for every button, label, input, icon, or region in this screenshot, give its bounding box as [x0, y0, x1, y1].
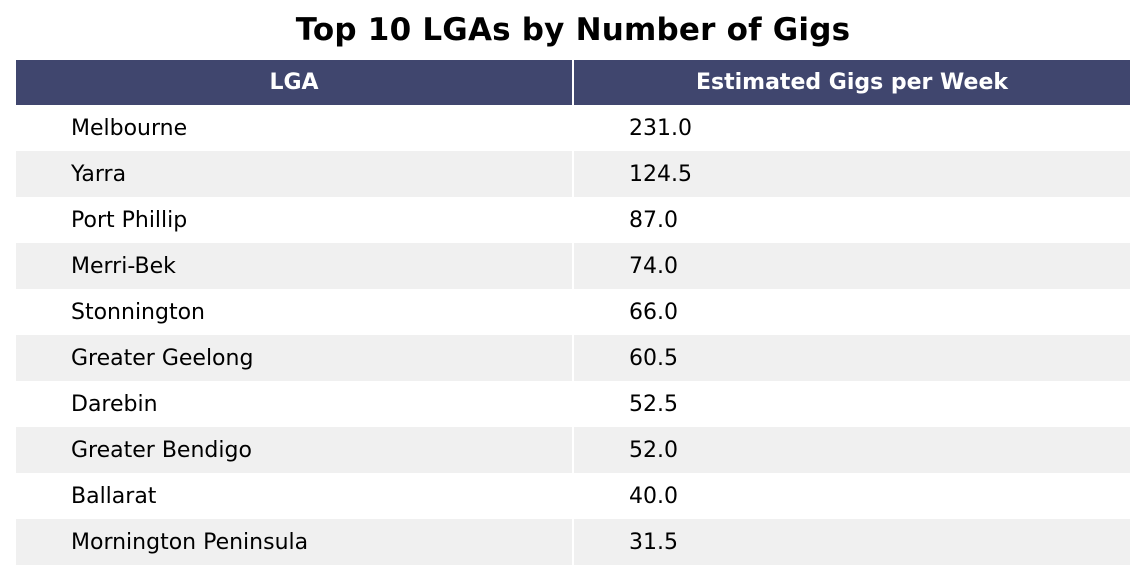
table-row: Greater Bendigo 52.0: [16, 427, 1130, 473]
gigs-cell: 74.0: [574, 243, 1130, 289]
lga-cell: Merri-Bek: [16, 243, 574, 289]
lga-cell: Greater Bendigo: [16, 427, 574, 473]
column-header-gigs: Estimated Gigs per Week: [574, 60, 1130, 105]
gigs-cell: 52.0: [574, 427, 1130, 473]
lga-cell: Melbourne: [16, 105, 574, 151]
gigs-cell: 40.0: [574, 473, 1130, 519]
lga-cell: Mornington Peninsula: [16, 519, 574, 565]
lga-cell: Greater Geelong: [16, 335, 574, 381]
lga-cell: Ballarat: [16, 473, 574, 519]
lga-cell: Stonnington: [16, 289, 574, 335]
table-row: Merri-Bek 74.0: [16, 243, 1130, 289]
lga-cell: Yarra: [16, 151, 574, 197]
gigs-cell: 231.0: [574, 105, 1130, 151]
table-row: Yarra 124.5: [16, 151, 1130, 197]
gigs-cell: 60.5: [574, 335, 1130, 381]
gigs-cell: 66.0: [574, 289, 1130, 335]
column-header-lga: LGA: [16, 60, 574, 105]
table-header-row: LGA Estimated Gigs per Week: [16, 60, 1130, 105]
gigs-cell: 52.5: [574, 381, 1130, 427]
table-row: Melbourne 231.0: [16, 105, 1130, 151]
gigs-cell: 124.5: [574, 151, 1130, 197]
gigs-cell: 87.0: [574, 197, 1130, 243]
table-row: Ballarat 40.0: [16, 473, 1130, 519]
table-row: Greater Geelong 60.5: [16, 335, 1130, 381]
data-table: LGA Estimated Gigs per Week Melbourne 23…: [16, 60, 1130, 565]
gigs-cell: 31.5: [574, 519, 1130, 565]
table-row: Port Phillip 87.0: [16, 197, 1130, 243]
chart-title: Top 10 LGAs by Number of Gigs: [295, 12, 851, 48]
lga-cell: Darebin: [16, 381, 574, 427]
lga-cell: Port Phillip: [16, 197, 574, 243]
table-row: Stonnington 66.0: [16, 289, 1130, 335]
table-row: Mornington Peninsula 31.5: [16, 519, 1130, 565]
table-row: Darebin 52.5: [16, 381, 1130, 427]
